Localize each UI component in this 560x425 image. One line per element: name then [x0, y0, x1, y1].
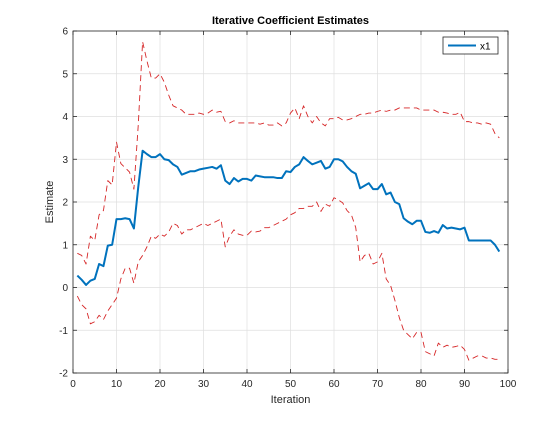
series-line-upper-bound	[77, 41, 500, 265]
y-tick-label: -1	[59, 326, 68, 337]
x-tick-label: 50	[285, 379, 297, 390]
x-tick-label: 20	[154, 379, 166, 390]
y-tick-label: -2	[59, 369, 68, 380]
x-tick-label: 90	[459, 379, 471, 390]
x-tick-label: 100	[500, 379, 517, 390]
legend-label-x1: x1	[480, 42, 491, 53]
x-tick-label: 60	[328, 379, 340, 390]
legend: x1	[442, 36, 499, 55]
y-tick-label: 2	[62, 198, 68, 209]
x-tick-label: 10	[111, 379, 123, 390]
y-tick-label: 1	[62, 240, 68, 251]
y-tick-label: 3	[62, 155, 68, 166]
x-tick-label: 30	[198, 379, 210, 390]
y-tick-label: 0	[62, 283, 68, 294]
chart-title: Iterative Coefficient Estimates	[212, 15, 369, 27]
y-tick-label: 4	[62, 112, 68, 123]
x-tick-label: 70	[372, 379, 384, 390]
series-layer	[76, 41, 501, 361]
y-tick-label: 5	[62, 69, 68, 80]
series-line-lower-bound	[76, 197, 500, 361]
x-tick-label: 40	[241, 379, 253, 390]
x-tick-label: 0	[70, 379, 76, 390]
tick-layer: 0 10 20 30 40 50 60 70 80 90 100 -2 -1 0 1 2 3 4 5 6	[59, 27, 517, 391]
series-line-x1	[76, 149, 501, 286]
x-axis-label: Iteration	[271, 394, 311, 406]
x-tick-label: 80	[415, 379, 427, 390]
y-tick-label: 6	[62, 27, 68, 38]
y-axis-label: Estimate	[44, 181, 56, 224]
